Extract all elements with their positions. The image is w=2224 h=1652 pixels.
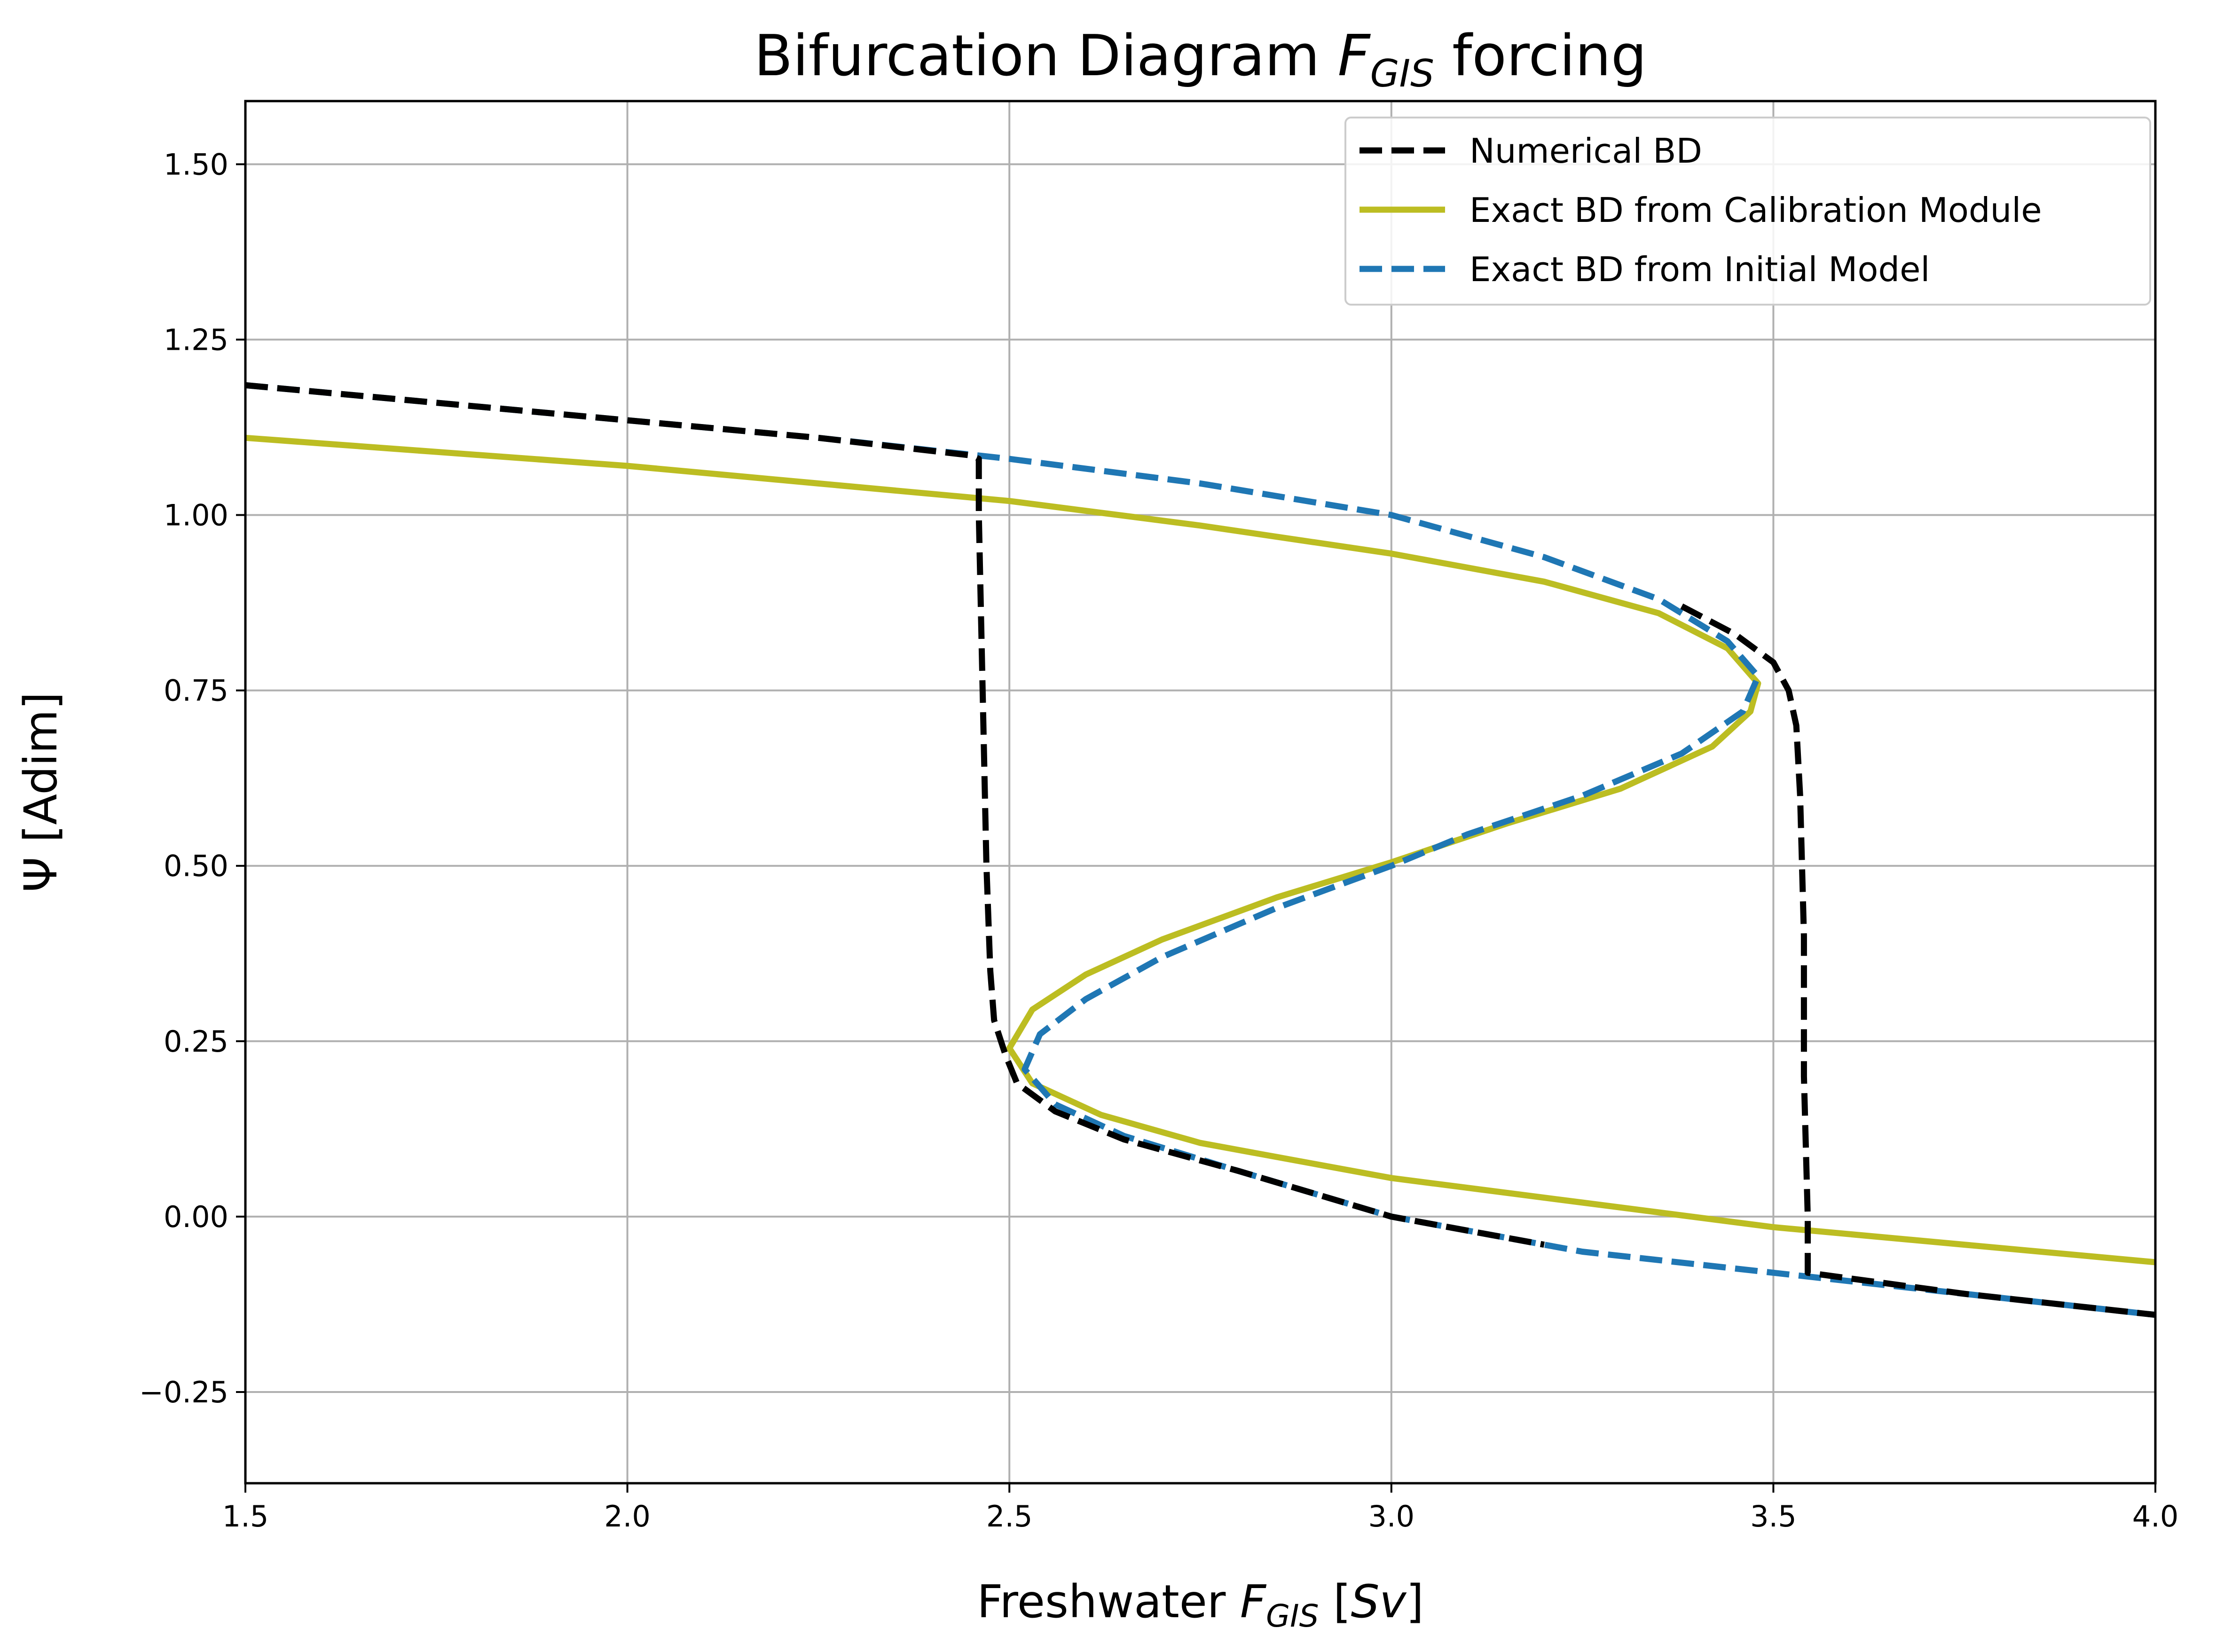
y-tick-label: 1.25	[164, 323, 228, 357]
x-tick-label: 2.0	[604, 1499, 651, 1534]
legend-label-exact-bd-from-initial-model: Exact BD from Initial Model	[1470, 250, 1930, 289]
series-line-exact-bd-from-calibration-module	[245, 434, 2156, 1266]
xlabel-suffix: [	[1319, 1575, 1351, 1628]
y-tick-label: 0.75	[164, 674, 228, 708]
series-line-numerical-bd	[1680, 603, 2156, 1318]
y-tick-label: −0.25	[139, 1375, 228, 1409]
y-axis-label: Ψ [Adim]	[15, 692, 67, 892]
title-math-main: F	[1338, 24, 1371, 89]
title-math-sub: GIS	[1370, 52, 1434, 95]
xlabel-unit: Sv	[1351, 1575, 1407, 1628]
series-line-numerical-bd	[245, 382, 1545, 1248]
xlabel-close: ]	[1406, 1575, 1423, 1628]
plot-frame	[244, 100, 2157, 1485]
x-axis-label: Freshwater FGIS [Sv]	[977, 1575, 1423, 1634]
title-suffix: forcing	[1434, 24, 1647, 89]
y-tick-label: 0.00	[164, 1200, 228, 1234]
chart-title: Bifurcation Diagram FGIS forcing	[754, 24, 1647, 95]
title-prefix: Bifurcation Diagram	[754, 24, 1338, 89]
y-tick-label: 1.00	[164, 498, 228, 533]
x-tick-label: 4.0	[2132, 1499, 2179, 1534]
x-tick-label: 3.0	[1368, 1499, 1415, 1534]
series-group	[245, 382, 2156, 1318]
xlabel-math-main: F	[1240, 1575, 1267, 1628]
series-line-exact-bd-from-initial-model	[245, 382, 2156, 1318]
grid	[244, 101, 2156, 1483]
y-tick-label: 1.50	[164, 147, 228, 181]
xlabel-math-sub: GIS	[1266, 1598, 1319, 1634]
xlabel-prefix: Freshwater	[977, 1575, 1240, 1628]
y-tick-label: 0.50	[164, 849, 228, 883]
x-tick-label: 2.5	[986, 1499, 1033, 1534]
y-tick-label: 0.25	[164, 1024, 228, 1059]
legend-label-exact-bd-from-calibration-module: Exact BD from Calibration Module	[1470, 190, 2042, 230]
legend-box	[1344, 117, 2151, 306]
legend: Numerical BD Exact BD from Calibration Mo…	[1344, 117, 2151, 306]
ticks: 1.5 2.0 2.5 3.0 3.5 4.0 −0.25 0.00 0.25 0.50 0.75 1…	[139, 147, 2178, 1534]
legend-label-numerical-bd: Numerical BD	[1470, 131, 1702, 171]
x-tick-label: 3.5	[1750, 1499, 1797, 1534]
x-tick-label: 1.5	[222, 1499, 269, 1534]
